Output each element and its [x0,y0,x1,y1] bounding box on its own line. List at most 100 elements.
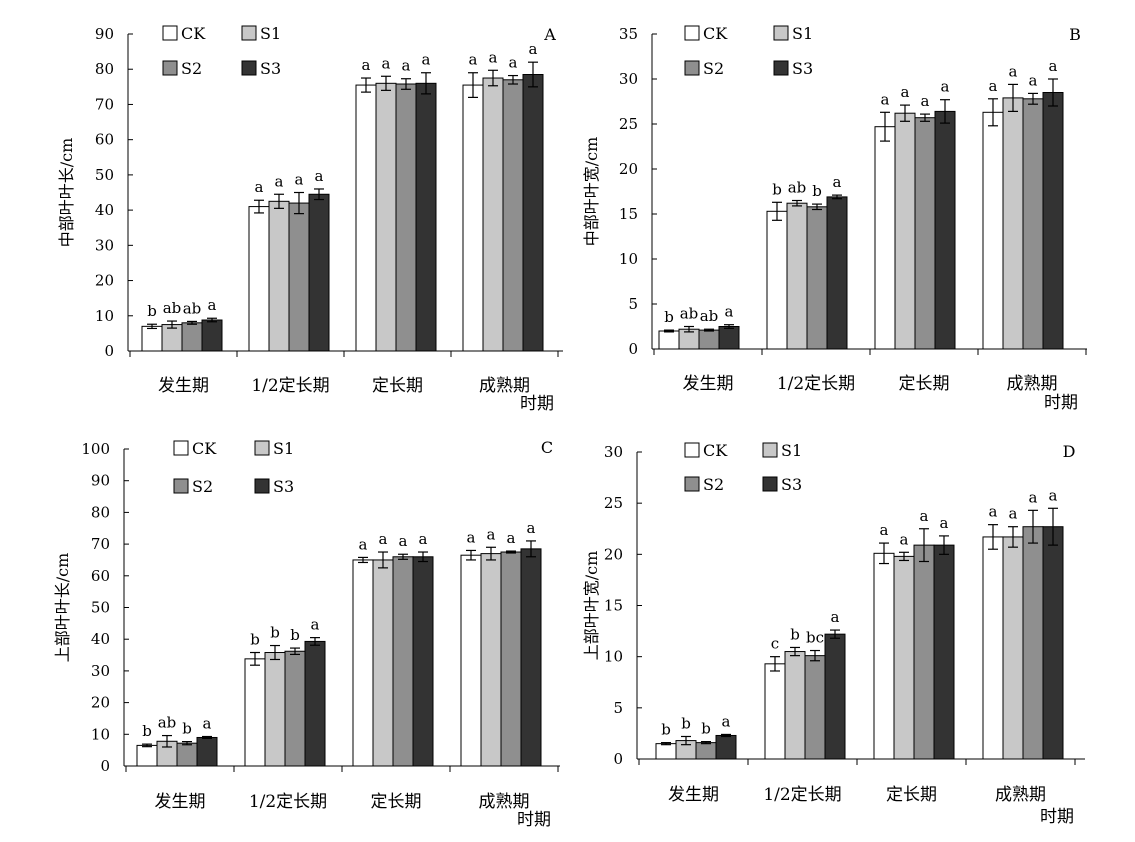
legend-swatch-s3 [241,60,257,76]
y-tick-label: 80 [95,60,114,78]
significance-label: b [681,714,691,732]
bar-s3 [415,82,437,352]
category-label: 1/2定长期 [777,374,855,394]
y-axis-title: 上部叶叶长/cm [53,553,72,663]
legend-swatch-ck [684,25,700,41]
significance-label: a [399,532,408,550]
significance-label: b [701,720,711,738]
significance-label: a [725,303,734,321]
significance-label: a [940,514,949,532]
legend-label: CK [703,24,728,43]
significance-label: a [419,530,428,548]
significance-label: a [315,167,324,185]
significance-label: a [382,54,391,72]
bar-s1 [375,82,397,352]
legend-label: S2 [703,475,724,494]
significance-label: b [250,631,260,649]
significance-label: b [772,180,782,198]
significance-label: a [362,56,371,74]
bar-ck [658,330,680,350]
legend-label: CK [703,441,728,460]
x-axis-title: 时期 [517,810,551,830]
category-label: 成熟期 [1007,373,1058,394]
legend-label: S1 [781,441,802,460]
significance-label: a [1049,486,1058,504]
bar-s2 [1022,526,1044,760]
legend-swatch-s2 [173,478,189,494]
significance-label: ab [183,299,202,317]
bar-s3 [196,736,218,767]
y-tick-label: 0 [100,757,110,775]
y-tick-label: 30 [91,662,110,680]
significance-label: a [881,90,890,108]
y-tick-label: 50 [95,166,114,184]
y-tick-label: 40 [91,630,110,648]
significance-label: b [142,722,152,740]
significance-label: a [402,57,411,75]
legend-swatch-s1 [762,442,778,458]
legend-swatch-ck [162,25,178,41]
significance-label: a [920,507,929,525]
legend-swatch-s1 [241,25,257,41]
legend-label: S3 [260,59,281,78]
bar-s3 [304,640,326,767]
significance-label: a [509,54,518,72]
y-tick-label: 30 [95,236,114,254]
significance-label: a [989,77,998,95]
y-tick-label: 30 [619,70,638,88]
bar-s1 [1002,536,1024,760]
significance-label: a [203,715,212,733]
significance-label: b [290,626,300,644]
bar-ck [462,84,484,352]
bar-s2 [806,206,828,350]
y-tick-label: 70 [91,535,110,553]
bar-s1 [784,651,806,760]
bar-ck [982,536,1004,760]
bar-s1 [264,652,286,767]
y-tick-label: 90 [95,25,114,43]
bar-s3 [201,319,223,352]
category-label: 发生期 [683,374,734,394]
significance-label: ab [158,714,177,732]
y-tick-label: 0 [104,342,114,360]
legend-swatch-s1 [254,440,270,456]
legend-label: CK [181,24,206,43]
significance-label: b [182,720,192,738]
bar-s3 [1042,526,1064,760]
y-tick-label: 20 [91,694,110,712]
y-tick-label: 20 [95,272,114,290]
y-tick-label: 40 [95,201,114,219]
bar-s2 [181,322,203,352]
panel-letter: C [541,438,553,457]
y-tick-label: 50 [91,599,110,617]
legend-swatch-s2 [162,60,178,76]
y-tick-label: 35 [619,25,638,43]
legend-swatch-ck [684,442,700,458]
legend-swatch-s2 [684,60,700,76]
category-label: 定长期 [886,785,937,805]
significance-label: ab [680,305,699,323]
bar-s2 [500,551,522,767]
y-tick-label: 90 [91,472,110,490]
bar-ck [141,325,163,352]
bar-s3 [933,544,955,760]
category-label: 发生期 [155,792,206,812]
significance-label: b [147,302,157,320]
significance-label: a [833,173,842,191]
y-tick-label: 30 [604,443,623,461]
bar-s2 [695,742,717,760]
category-label: 发生期 [668,785,719,805]
significance-label: b [661,721,671,739]
category-label: 定长期 [372,376,423,396]
bar-s2 [288,202,310,352]
category-label: 定长期 [371,792,422,812]
bar-s2 [284,650,306,767]
y-tick-label: 70 [95,95,114,113]
category-label: 1/2定长期 [249,792,327,812]
significance-label: b [790,625,800,643]
legend-label: S2 [703,59,724,78]
bar-s2 [502,79,524,352]
